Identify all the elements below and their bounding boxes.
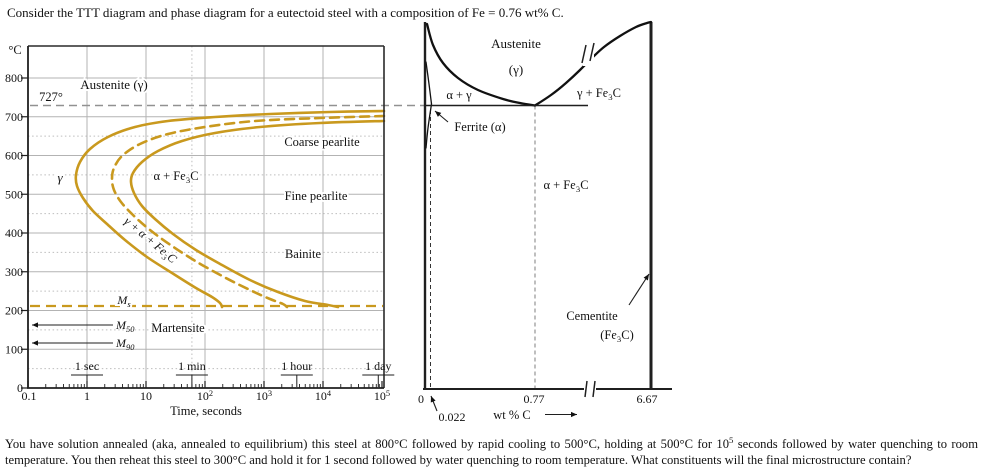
ytick-label-100: 100 [5,342,23,356]
cementite-formula-label: (Fe3​C) [600,328,634,344]
phase-xtick-0.77: 0.77 [524,392,545,406]
acm-boundary [533,20,653,107]
cementite-label: Cementite [566,309,618,323]
austenite-region-label: Austenite (γ) [80,77,147,92]
ttt-start-curve [74,109,386,309]
alpha-gamma-label: α + γ [446,88,472,102]
gamma-fe3c-label: γ + Fe3​C [576,86,621,102]
phase-xtick-6.67: 6.67 [637,392,658,406]
xtick-label: 103​ [256,389,272,403]
wtpct-axis-arrow-head [571,411,577,418]
xtick-label: 105​ [374,389,390,403]
xtick-label: 10 [140,389,152,403]
cementite-pointer-arrow-head [643,274,649,281]
acm-break-tick [589,42,595,62]
time-marker-label: 1 sec [75,359,99,373]
axis-break-tick [592,380,596,398]
alpha-fe3c-label: α + Fe3​C [153,169,198,185]
alpha-fe3c-region-label: α + Fe3​C [543,178,588,194]
ytick-label-0: 0 [17,381,23,395]
a3-boundary [425,22,537,107]
ytick-label-800: 800 [5,71,23,85]
ytick-label-600: 600 [5,149,23,163]
ms-label: Ms​ [116,293,130,309]
question-text: You have solution annealed (aka, anneale… [5,435,978,467]
axis-break-gap [584,386,596,392]
axis-break-tick [584,380,588,398]
gamma-label: γ [57,170,63,185]
austenite-gamma-label: (γ) [509,62,523,77]
label-0022: 0.022 [439,410,466,424]
ttt-finish-curve [129,119,386,309]
m90-label: M90​ [115,336,135,352]
ferrite-label: Ferrite (α) [454,120,505,134]
bainite-label: Bainite [285,247,322,261]
ferrite-pointer-arrow-head [435,111,442,117]
time-marker-label: 1 day [365,359,391,373]
time-marker-label: 1 min [178,359,206,373]
fine-pearlite-label: Fine pearlite [285,189,348,203]
ferrite-upper-boundary [425,61,433,105]
time-marker-label: 1 hour [281,359,312,373]
cementite-pointer-arrow [628,273,650,306]
x-axis-title: Time, seconds [170,404,242,418]
austenite-label: Austenite [491,36,541,51]
ytick-label-400: 400 [5,226,23,240]
ytick-label-300: 300 [5,265,23,279]
xtick-label: 102​ [197,389,213,403]
xtick-label: 0.1 [22,389,37,403]
ytick-label-700: 700 [5,110,23,124]
xtick-label: 1 [84,389,90,403]
y-axis-unit-label: °C [8,43,21,57]
xtick-label: 104​ [315,389,332,403]
ytick-label-500: 500 [5,187,23,201]
m90-arrow-head [32,340,38,346]
ytick-label-200: 200 [5,304,23,318]
arrow-0022-head [430,396,436,403]
ttt-50pct-curve [110,114,386,309]
acm-break-gap [583,42,594,66]
figure-caption: Consider the TTT diagram and phase diagr… [7,5,564,20]
ferrite-lower-boundary [425,103,433,149]
phase-x-axis-title: wt % C [493,408,531,422]
coarse-pearlite-label: Coarse pearlite [284,135,360,149]
phase-xtick-0: 0 [418,392,424,406]
martensite-label: Martensite [151,321,205,335]
m50-label: M50​ [115,318,135,334]
acm-break-tick [581,44,587,64]
label-727: 727° [39,90,63,104]
m50-arrow-head [32,322,38,328]
